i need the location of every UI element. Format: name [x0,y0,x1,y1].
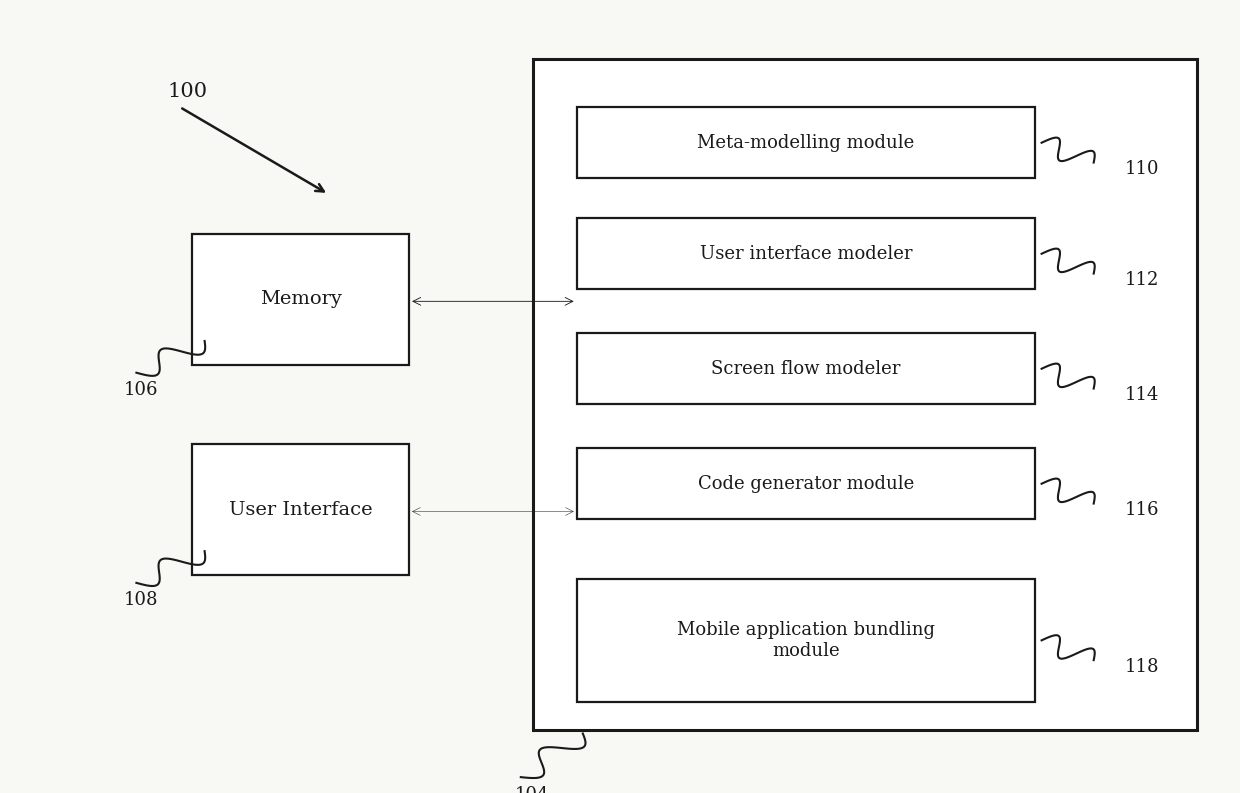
Bar [577,579,1035,702]
Text: Memory: Memory [259,290,342,308]
Text: 116: 116 [1125,501,1159,519]
Text: 118: 118 [1125,657,1159,676]
Text: 104: 104 [515,786,549,793]
Text: 108: 108 [124,592,159,609]
Text: Code generator module: Code generator module [698,475,914,492]
Bar [577,107,1035,178]
Text: Screen flow modeler: Screen flow modeler [712,360,900,377]
Text: Mobile application bundling
module: Mobile application bundling module [677,621,935,660]
Text: 110: 110 [1125,160,1159,178]
Text: Meta-modelling module: Meta-modelling module [697,134,915,151]
Bar [577,333,1035,404]
Bar [577,218,1035,289]
Bar [577,448,1035,519]
Bar [192,444,409,575]
Text: 114: 114 [1125,386,1159,404]
Text: User Interface: User Interface [229,500,372,519]
Text: 106: 106 [124,381,159,399]
Text: 112: 112 [1125,271,1159,289]
Bar [533,59,1197,730]
Text: User interface modeler: User interface modeler [699,245,913,262]
Bar [192,234,409,365]
Text: 100: 100 [167,82,207,101]
